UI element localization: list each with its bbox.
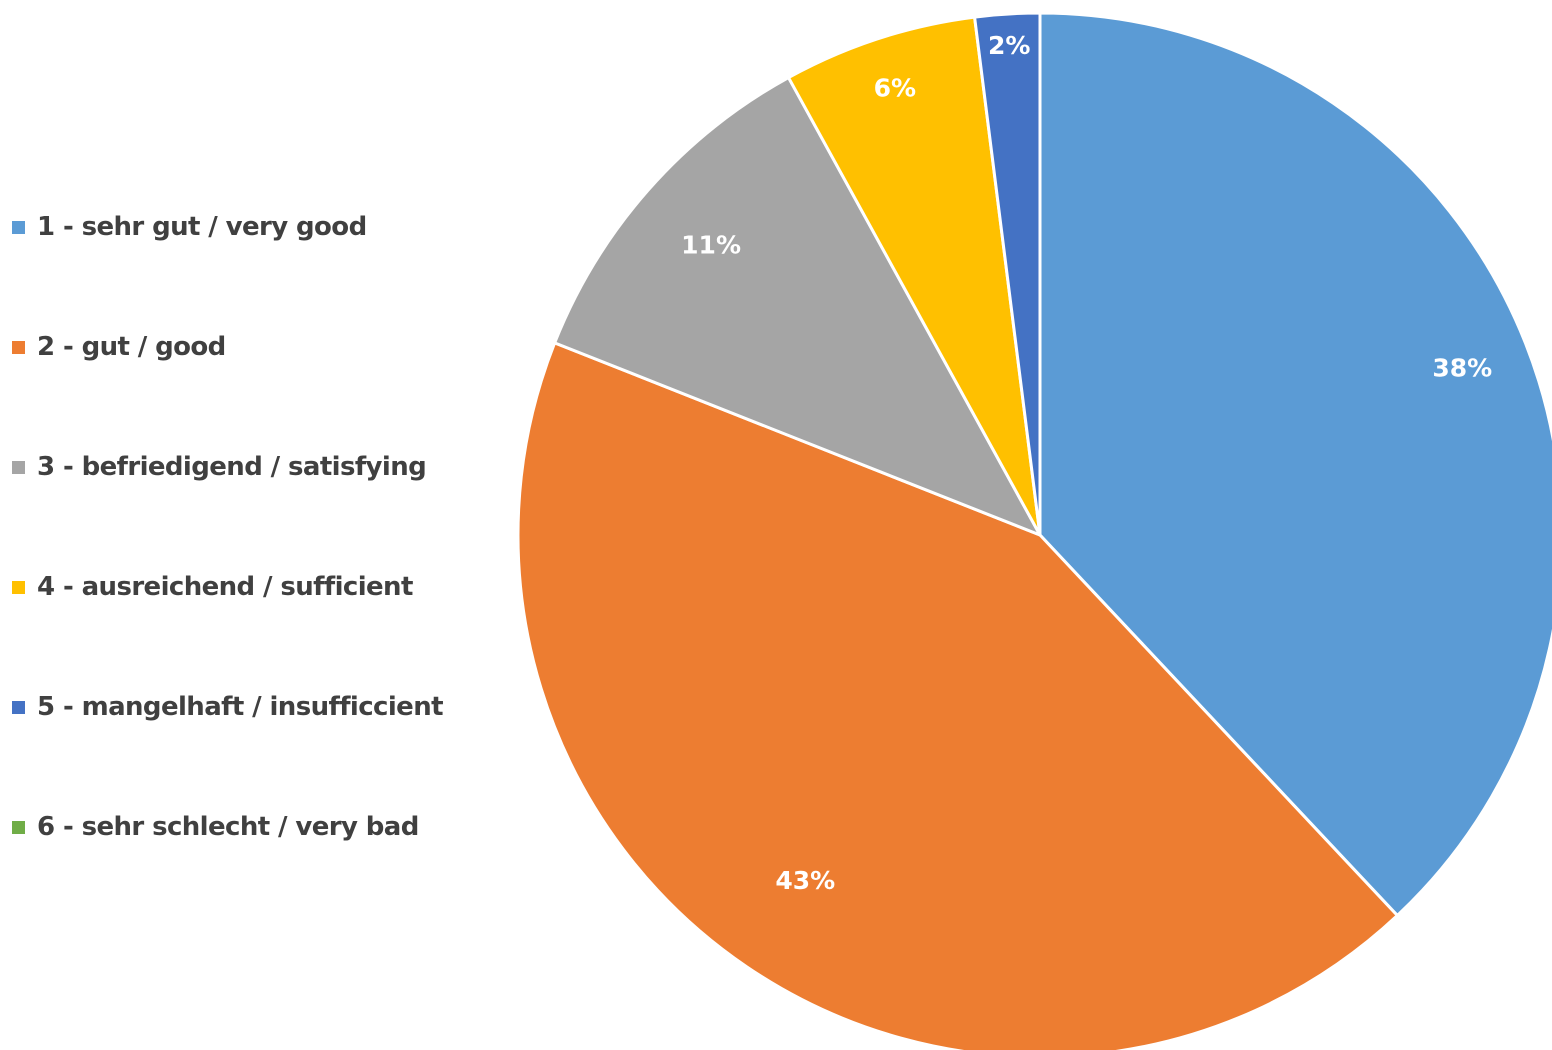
legend-swatch <box>12 220 25 234</box>
pie-slice <box>973 11 1042 537</box>
pie-slice <box>1038 11 1552 918</box>
legend-swatch <box>12 460 25 474</box>
slice-data-label: 43% <box>775 866 835 895</box>
legend-label: 3 - befriedigend / satisfying <box>37 452 427 482</box>
slice-data-label: 38% <box>1432 353 1492 382</box>
legend: 1 - sehr gut / very good 2 - gut / good 3 … <box>12 0 492 1050</box>
legend-swatch <box>12 340 25 354</box>
legend-swatch <box>12 580 25 594</box>
legend-item: 1 - sehr gut / very good <box>12 212 367 242</box>
legend-item: 6 - sehr schlecht / very bad <box>12 812 419 842</box>
legend-item: 3 - befriedigend / satisfying <box>12 452 427 482</box>
legend-label: 5 - mangelhaft / insufficcient <box>37 692 444 722</box>
slice-data-label: 11% <box>681 231 741 260</box>
pie-slice <box>516 341 1399 1050</box>
pie-slice <box>553 76 1042 537</box>
legend-item: 2 - gut / good <box>12 332 226 362</box>
slice-data-label: 2% <box>988 31 1030 60</box>
slice-data-label: 6% <box>874 74 916 103</box>
legend-swatch <box>12 820 25 834</box>
legend-item: 4 - ausreichend / sufficient <box>12 572 413 602</box>
legend-label: 6 - sehr schlecht / very bad <box>37 812 419 842</box>
legend-swatch <box>12 700 25 714</box>
legend-label: 2 - gut / good <box>37 332 226 362</box>
legend-label: 4 - ausreichend / sufficient <box>37 572 413 602</box>
legend-label: 1 - sehr gut / very good <box>37 212 367 242</box>
pie-slice <box>787 15 1042 537</box>
legend-item: 5 - mangelhaft / insufficcient <box>12 692 444 722</box>
